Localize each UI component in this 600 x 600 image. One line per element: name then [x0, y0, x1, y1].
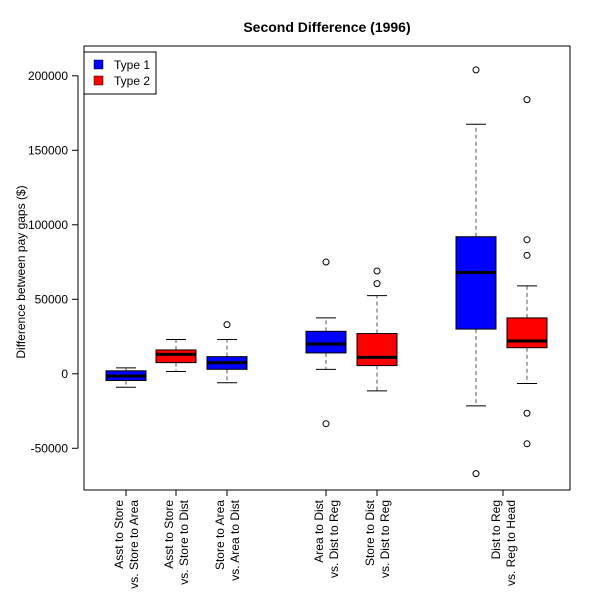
outlier-point [472, 66, 480, 74]
outlier-point [472, 470, 480, 478]
legend-label: Type 1 [114, 58, 150, 72]
outlier-point [523, 96, 531, 104]
box-iqr [506, 317, 548, 349]
y-tick-label: 150000 [28, 143, 68, 157]
x-tick-label: vs. Dist to Reg [378, 500, 392, 578]
chart-title: Second Difference (1996) [243, 19, 410, 35]
x-tick-label: Area to Dist [312, 499, 326, 562]
legend-label: Type 2 [114, 74, 150, 88]
y-tick-label: 50000 [35, 292, 69, 306]
box-iqr [305, 330, 347, 354]
legend: Type 1 Type 2 [83, 51, 157, 95]
outlier-point [322, 420, 330, 428]
legend-swatch [93, 75, 104, 86]
legend-box [83, 51, 157, 95]
y-tick-label: 0 [61, 367, 68, 381]
outlier-point [523, 236, 531, 244]
box-iqr [356, 333, 398, 367]
x-tick-label: vs. Area to Dist [228, 499, 242, 580]
outlier-point [322, 258, 330, 266]
outlier-point [373, 280, 381, 288]
x-tick-label: vs. Reg to Head [504, 500, 518, 586]
x-tick-label: Store to Area [213, 500, 227, 570]
legend-swatch [93, 59, 104, 70]
box-3 [206, 321, 248, 384]
box-2 [155, 339, 197, 373]
outlier-point [523, 251, 531, 259]
x-tick-label: Asst to Store [112, 500, 126, 569]
x-axis: Asst to Store vs. Store to Area Asst to St… [112, 489, 518, 589]
outlier-point [523, 409, 531, 417]
box-iqr [455, 236, 497, 330]
plot-frame [83, 45, 571, 491]
y-tick-label: 100000 [28, 218, 68, 232]
box-7 [506, 96, 548, 448]
x-tick-label: Dist to Reg [489, 500, 503, 559]
y-tick-label: -50000 [31, 441, 69, 455]
x-tick-label: vs. Store to Dist [177, 499, 191, 584]
boxes-layer [105, 66, 548, 478]
box-6 [455, 66, 497, 478]
outlier-point [373, 267, 381, 275]
x-tick-label: vs. Dist to Reg [327, 500, 341, 578]
box-iqr [155, 349, 197, 364]
box-4 [305, 258, 347, 428]
x-tick-label: Store to Dist [363, 499, 377, 566]
outlier-point [223, 321, 231, 329]
y-axis-label: Difference between pay gaps ($) [14, 185, 28, 358]
x-tick-label: vs. Store to Area [127, 500, 141, 589]
x-tick-label: Asst to Store [162, 500, 176, 569]
y-axis: -50000 0 50000 100000 150000 200000 [28, 69, 79, 455]
box-1 [105, 367, 147, 388]
outlier-point [523, 440, 531, 448]
box-5 [356, 267, 398, 392]
y-tick-label: 200000 [28, 69, 68, 83]
